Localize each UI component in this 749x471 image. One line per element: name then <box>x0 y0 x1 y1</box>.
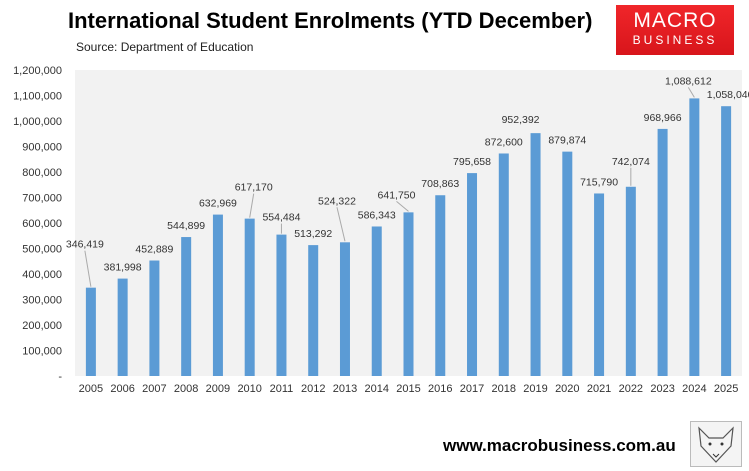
data-label: 1,058,040 <box>707 89 749 101</box>
data-label: 544,899 <box>167 220 205 232</box>
bar-2014 <box>371 226 382 376</box>
leader-line <box>687 87 695 98</box>
data-label: 641,750 <box>378 189 416 201</box>
x-tick-label: 2005 <box>79 383 103 395</box>
bar-2006 <box>117 278 128 376</box>
data-label: 554,484 <box>262 212 300 224</box>
data-label: 524,322 <box>318 195 356 207</box>
data-label: 617,170 <box>235 182 273 194</box>
y-tick-label: 200,000 <box>22 320 62 332</box>
data-label: 715,790 <box>580 176 618 188</box>
data-label: 742,074 <box>612 156 650 168</box>
bar-2005 <box>85 287 96 376</box>
bar-2017 <box>467 173 478 376</box>
x-tick-label: 2023 <box>650 383 674 395</box>
bar-2011 <box>276 234 287 376</box>
x-tick-label: 2017 <box>460 383 484 395</box>
data-label: 346,419 <box>66 239 104 251</box>
x-tick-label: 2020 <box>555 383 579 395</box>
x-tick-label: 2021 <box>587 383 611 395</box>
data-label: 586,343 <box>358 209 396 221</box>
x-tick-label: 2009 <box>206 383 230 395</box>
y-tick-label: 300,000 <box>22 295 62 307</box>
data-label: 968,966 <box>644 112 682 124</box>
bar-2015 <box>403 212 414 376</box>
x-tick-label: 2016 <box>428 383 452 395</box>
leader-line <box>249 193 255 218</box>
footer-url: www.macrobusiness.com.au <box>443 436 676 455</box>
bar-2019 <box>530 133 541 376</box>
x-tick-label: 2010 <box>237 383 261 395</box>
y-tick-label: 1,200,000 <box>13 65 62 77</box>
x-tick-label: 2008 <box>174 383 198 395</box>
bar-2007 <box>149 260 160 376</box>
x-tick-label: 2018 <box>492 383 516 395</box>
data-label: 513,292 <box>294 228 332 240</box>
y-tick-label: 400,000 <box>22 269 62 281</box>
bar-2018 <box>498 153 509 376</box>
x-tick-label: 2012 <box>301 383 325 395</box>
data-label: 632,969 <box>199 198 237 210</box>
x-tick-label: 2006 <box>110 383 134 395</box>
bar-2023 <box>657 128 668 376</box>
data-label: 1,088,612 <box>665 75 712 87</box>
x-tick-label: 2014 <box>364 383 388 395</box>
data-label: 708,863 <box>421 178 459 190</box>
data-label: 952,392 <box>502 114 540 126</box>
leader-line <box>396 200 409 212</box>
bar-2012 <box>308 245 319 376</box>
bar-2021 <box>594 193 605 376</box>
fox-sketch-icon <box>690 421 742 467</box>
x-tick-label: 2025 <box>714 383 738 395</box>
chart-title: International Student Enrolments (YTD De… <box>68 8 593 33</box>
x-tick-label: 2019 <box>523 383 547 395</box>
logo-line2: BUSINESS <box>632 33 718 47</box>
bar-2008 <box>181 237 192 376</box>
leader-line <box>336 207 346 242</box>
x-tick-label: 2015 <box>396 383 420 395</box>
bar-2024 <box>689 98 700 377</box>
leader-line <box>84 250 92 287</box>
chart-source: Source: Department of Education <box>76 40 254 54</box>
y-tick-label: 800,000 <box>22 167 62 179</box>
y-tick-label: 1,000,000 <box>13 116 62 128</box>
y-tick-label: 700,000 <box>22 193 62 205</box>
bar-2010 <box>244 218 255 376</box>
y-tick-label: 600,000 <box>22 218 62 230</box>
logo-line1: MACRO <box>633 9 717 32</box>
bar-chart: - 100,000 200,000 300,000 400,000 500,000 600,… <box>13 65 749 395</box>
x-tick-label: 2024 <box>682 383 706 395</box>
x-tick-label: 2007 <box>142 383 166 395</box>
macrobusiness-logo: MACRO BUSINESS <box>616 5 734 55</box>
bar-2022 <box>625 186 636 376</box>
bar-2025 <box>721 106 732 376</box>
y-tick-label: - <box>58 371 62 383</box>
bar-2009 <box>212 214 223 376</box>
y-tick-label: 900,000 <box>22 142 62 154</box>
data-label: 381,998 <box>104 262 142 274</box>
bar-2013 <box>339 242 350 376</box>
x-tick-label: 2013 <box>333 383 357 395</box>
bar-2016 <box>435 195 446 376</box>
x-tick-label: 2011 <box>270 383 294 395</box>
data-label: 795,658 <box>453 156 491 168</box>
data-label: 452,889 <box>135 244 173 256</box>
data-label: 872,600 <box>485 136 523 148</box>
bar-2020 <box>562 151 573 376</box>
y-tick-label: 1,100,000 <box>13 91 62 103</box>
x-tick-label: 2022 <box>619 383 643 395</box>
y-tick-label: 500,000 <box>22 244 62 256</box>
y-tick-label: 100,000 <box>22 346 62 358</box>
data-label: 879,874 <box>548 135 586 147</box>
